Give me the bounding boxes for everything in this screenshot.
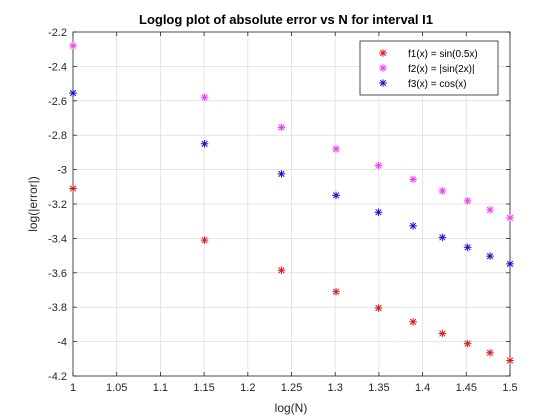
y-tick-labels: -2.2 -2.4 -2.6 -2.8 -3 -3.2 -3.4 -3.6 -3.8 -4 -4.2 bbox=[48, 27, 67, 383]
x-tick-label: 1.05 bbox=[106, 382, 127, 394]
y-tick-label: -4.2 bbox=[48, 371, 67, 383]
y-tick-label: -3 bbox=[57, 165, 67, 177]
y-tick-label: -2.4 bbox=[48, 61, 67, 73]
data-point-series-2 bbox=[438, 187, 447, 195]
x-tick-label: 1.45 bbox=[456, 382, 477, 394]
y-tick-label: -3.6 bbox=[48, 268, 67, 280]
x-tick-labels: 1 1.05 1.1 1.15 1.2 1.25 1.3 1.35 1.4 1.45 1.5 bbox=[70, 382, 518, 394]
data-point-series-3 bbox=[332, 191, 340, 200]
y-tick-label: -4 bbox=[57, 337, 67, 349]
data-point-series-1 bbox=[332, 287, 340, 296]
y-axis-label: log(|error|) bbox=[26, 176, 40, 232]
x-tick-label: 1.1 bbox=[153, 382, 168, 394]
data-point-series-1 bbox=[374, 304, 383, 312]
data-point-series-3 bbox=[277, 170, 286, 178]
data-point-series-1 bbox=[506, 356, 514, 365]
chart-title: Loglog plot of absolute error vs N for i… bbox=[139, 12, 433, 27]
y-tick-label: -3.8 bbox=[48, 302, 67, 314]
y-tick-label: -3.2 bbox=[48, 199, 67, 211]
y-tick-label: -2.8 bbox=[48, 130, 67, 142]
data-point-series-2 bbox=[200, 93, 209, 102]
x-tick-label: 1.3 bbox=[328, 382, 343, 394]
legend-entry-3: f3(x) = cos(x) bbox=[408, 79, 467, 90]
data-point-series-3 bbox=[409, 222, 417, 230]
legend-entry-1: f1(x) = sin(0.5x) bbox=[408, 49, 478, 60]
data-point-series-1 bbox=[409, 318, 417, 326]
data-point-series-3 bbox=[374, 208, 383, 217]
data-point-series-3 bbox=[506, 260, 514, 268]
data-point-series-1 bbox=[69, 184, 77, 193]
y-tick-label: -2.2 bbox=[48, 27, 67, 39]
x-axis-label: log(N) bbox=[275, 401, 308, 415]
data-point-series-2 bbox=[69, 41, 77, 50]
legend-marker-2 bbox=[379, 64, 387, 72]
x-tick-label: 1.4 bbox=[415, 382, 430, 394]
x-tick-label: 1.25 bbox=[281, 382, 302, 394]
data-point-series-2 bbox=[374, 161, 383, 170]
y-tick-label: -3.4 bbox=[48, 233, 67, 245]
data-point-series-1 bbox=[486, 348, 494, 357]
data-point-series-1 bbox=[200, 236, 209, 244]
data-markers bbox=[69, 41, 514, 365]
legend-markers bbox=[379, 49, 387, 87]
legend-marker-3 bbox=[379, 79, 387, 87]
data-point-series-3 bbox=[69, 89, 77, 97]
legend-marker-1 bbox=[379, 49, 387, 57]
y-tick-label: -2.6 bbox=[48, 96, 67, 108]
x-tick-label: 1.5 bbox=[502, 382, 517, 394]
legend-entry-2: f2(x) = |sin(2x)| bbox=[408, 64, 475, 75]
data-point-series-2 bbox=[506, 213, 514, 222]
data-point-series-3 bbox=[200, 140, 209, 148]
data-point-series-2 bbox=[277, 123, 286, 132]
legend: f1(x) = sin(0.5x) f2(x) = |sin(2x)| f3(x… bbox=[359, 40, 499, 96]
data-point-series-2 bbox=[409, 175, 417, 184]
x-tick-label: 1.2 bbox=[240, 382, 255, 394]
data-point-series-3 bbox=[463, 243, 472, 252]
x-tick-label: 1.35 bbox=[368, 382, 389, 394]
data-point-series-1 bbox=[438, 329, 447, 338]
plot-frame bbox=[72, 31, 511, 377]
x-tick-label: 1 bbox=[70, 382, 76, 394]
data-point-series-1 bbox=[463, 339, 472, 348]
data-point-series-3 bbox=[438, 233, 447, 242]
data-point-series-1 bbox=[277, 266, 286, 275]
data-point-series-3 bbox=[486, 252, 494, 260]
data-point-series-2 bbox=[332, 145, 340, 153]
data-point-series-2 bbox=[463, 197, 472, 205]
data-point-series-2 bbox=[486, 206, 494, 214]
x-tick-label: 1.15 bbox=[193, 382, 214, 394]
